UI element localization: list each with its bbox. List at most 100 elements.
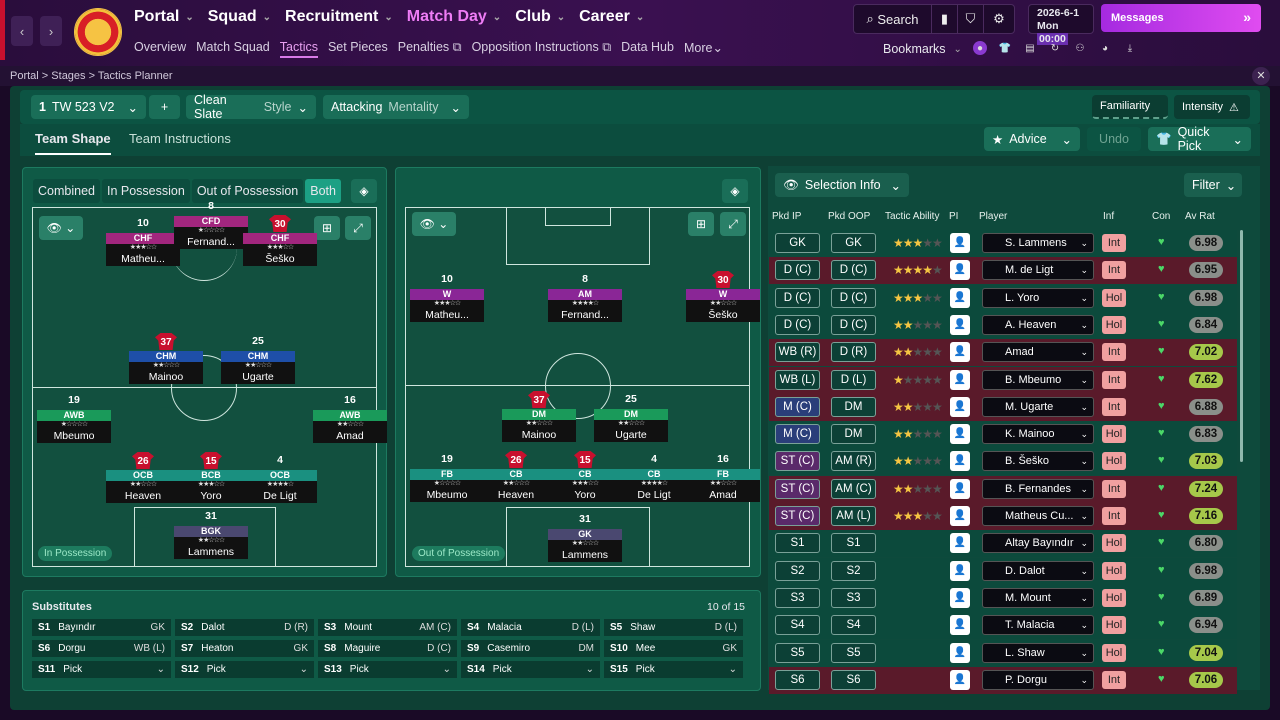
player-instructions-icon[interactable]: 👤 [950, 478, 970, 499]
people-icon[interactable]: ⚇ [1075, 42, 1085, 54]
player-select[interactable]: D. Dalot ⌄ [982, 560, 1094, 581]
picked-ip[interactable]: D (C) [775, 287, 820, 308]
header-player[interactable]: Player [979, 211, 1008, 222]
player-instructions-icon[interactable]: 👤 [950, 642, 970, 663]
toggle-in-possession[interactable]: In Possession [101, 179, 190, 203]
sub-slot[interactable]: S12 Pick ⌄ [175, 661, 314, 678]
header-con[interactable]: Con [1152, 211, 1171, 222]
picked-oop[interactable]: AM (L) [831, 506, 876, 526]
picked-oop[interactable]: S6 [831, 669, 876, 690]
picked-oop[interactable]: S1 [831, 533, 876, 554]
player-select[interactable]: B. Mbeumo ⌄ [982, 369, 1094, 390]
picked-oop[interactable]: S2 [831, 560, 876, 581]
sub-slot[interactable]: S13 Pick ⌄ [318, 661, 457, 678]
player-card[interactable]: DM ★★☆☆☆ Ugarte [594, 409, 668, 443]
player-card[interactable]: GK ★★☆☆☆ Lammens [548, 529, 622, 563]
club-crest-icon[interactable] [74, 8, 122, 56]
quick-pick-button[interactable]: 👕 Quick Pick ⌄ [1148, 125, 1251, 153]
subnav-overview[interactable]: Overview [134, 40, 187, 54]
player-instructions-icon[interactable]: 👤 [950, 424, 970, 445]
download-icon[interactable]: ⤓ [1127, 42, 1133, 54]
intensity-button[interactable]: Intensity ⚠ [1174, 95, 1250, 119]
nav-match-day[interactable]: Match Day ⌄ [406, 8, 502, 25]
player-select[interactable]: M. Ugarte ⌄ [982, 396, 1094, 417]
player-instructions-icon[interactable]: 👤 [950, 451, 970, 472]
sub-slot[interactable]: S2 Dalot D (R) [175, 619, 314, 636]
nav-club[interactable]: Club ⌄ [515, 8, 566, 25]
grid-icon[interactable]: ⊞ [314, 216, 340, 240]
player-card[interactable]: CB ★★☆☆☆ Heaven [479, 469, 553, 503]
notebook-icon[interactable]: ▮ [932, 5, 958, 33]
picked-ip[interactable]: ST (C) [775, 451, 820, 472]
player-card[interactable]: AM ★★★★☆ Fernand... [548, 289, 622, 323]
picked-oop[interactable]: AM (C) [831, 478, 876, 499]
bookmarks-dropdown[interactable]: Bookmarks ⌄ [883, 42, 962, 56]
header-pi[interactable]: PI [949, 211, 959, 222]
sub-slot[interactable]: S9 Casemiro DM [461, 640, 600, 657]
sub-slot[interactable]: S10 Mee GK [604, 640, 743, 657]
player-instructions-icon[interactable]: 👤 [950, 615, 970, 636]
picked-ip[interactable]: S5 [775, 642, 820, 663]
subnav-opposition[interactable]: Opposition Instructions ⧉ [471, 40, 612, 54]
sub-slot[interactable]: S14 Pick ⌄ [461, 661, 600, 678]
player-instructions-icon[interactable]: 👤 [950, 506, 970, 526]
picked-ip[interactable]: D (C) [775, 260, 820, 281]
close-icon[interactable]: ✕ [1252, 67, 1270, 85]
subnav-set-pieces[interactable]: Set Pieces [327, 40, 388, 54]
picked-ip[interactable]: M (C) [775, 424, 820, 445]
picked-ip[interactable]: GK [775, 233, 820, 253]
search-button[interactable]: ⌕ Search [854, 5, 932, 33]
picked-oop[interactable]: S4 [831, 615, 876, 636]
chat-icon[interactable]: ● [973, 41, 987, 55]
picked-oop[interactable]: D (C) [831, 260, 876, 281]
forward-button[interactable]: › [40, 16, 62, 46]
picked-oop[interactable]: S5 [831, 642, 876, 663]
player-card[interactable]: AWB ★★☆☆☆ Amad [313, 410, 387, 444]
back-button[interactable]: ‹ [11, 16, 33, 46]
player-card[interactable]: W ★★★☆☆ Matheu... [410, 289, 484, 323]
picked-oop[interactable]: DM [831, 424, 876, 445]
picked-oop[interactable]: GK [831, 233, 876, 253]
picked-ip[interactable]: WB (R) [775, 342, 820, 363]
sub-slot[interactable]: S7 Heaton GK [175, 640, 314, 657]
player-instructions-icon[interactable]: 👤 [950, 314, 970, 335]
sub-slot[interactable]: S15 Pick ⌄ [604, 661, 743, 678]
picked-oop[interactable]: D (C) [831, 314, 876, 335]
subnav-more[interactable]: More⌄ [683, 41, 723, 55]
toggle-both[interactable]: Both [305, 179, 341, 203]
clipboard-icon[interactable]: ▤ [1025, 42, 1035, 54]
header-pkd-oop[interactable]: Pkd OOP [828, 211, 871, 222]
picked-oop[interactable]: D (L) [831, 369, 876, 390]
player-instructions-icon[interactable]: 👤 [950, 533, 970, 554]
player-instructions-icon[interactable]: 👤 [950, 560, 970, 581]
sub-slot[interactable]: S5 Shaw D (L) [604, 619, 743, 636]
player-select[interactable]: M. Mount ⌄ [982, 587, 1094, 608]
crumb-portal[interactable]: Portal [10, 70, 39, 82]
tab-team-shape[interactable]: Team Shape [35, 131, 111, 155]
player-card[interactable]: DM ★★☆☆☆ Mainoo [502, 409, 576, 443]
picked-ip[interactable]: ST (C) [775, 478, 820, 499]
picked-oop[interactable]: DM [831, 396, 876, 417]
subnav-data-hub[interactable]: Data Hub [621, 40, 674, 54]
shirt-icon[interactable]: 👕 [998, 42, 1012, 54]
picked-ip[interactable]: ST (C) [775, 506, 820, 526]
familiarity-button[interactable]: Familiarity [1092, 95, 1168, 119]
player-instructions-icon[interactable]: 👤 [950, 260, 970, 281]
advice-button[interactable]: ★ Advice ⌄ [984, 127, 1080, 151]
picked-ip[interactable]: S6 [775, 669, 820, 690]
pitch-options-icon[interactable]: ◈ [722, 179, 748, 203]
player-card[interactable]: OCB ★★☆☆☆ Heaven [106, 470, 180, 504]
sub-slot[interactable]: S11 Pick ⌄ [32, 661, 171, 678]
visibility-icon[interactable]: 👁 ⌄ [412, 212, 456, 236]
sub-slot[interactable]: S6 Dorgu WB (L) [32, 640, 171, 657]
picked-oop[interactable]: AM (R) [831, 451, 876, 472]
player-card[interactable]: BCB ★★★☆☆ Yoro [174, 470, 248, 504]
header-pkd-ip[interactable]: Pkd IP [772, 211, 802, 222]
player-card[interactable]: CHM ★★☆☆☆ Ugarte [221, 351, 295, 385]
player-select[interactable]: B. Fernandes ⌄ [982, 478, 1094, 499]
player-card[interactable]: W ★★☆☆☆ Šeško [686, 289, 760, 323]
toggle-out-of-possession[interactable]: Out of Possession [191, 179, 304, 203]
player-select[interactable]: L. Yoro ⌄ [982, 287, 1094, 308]
player-select[interactable]: Altay Bayındır ⌄ [982, 533, 1094, 554]
player-instructions-icon[interactable]: 👤 [950, 396, 970, 417]
